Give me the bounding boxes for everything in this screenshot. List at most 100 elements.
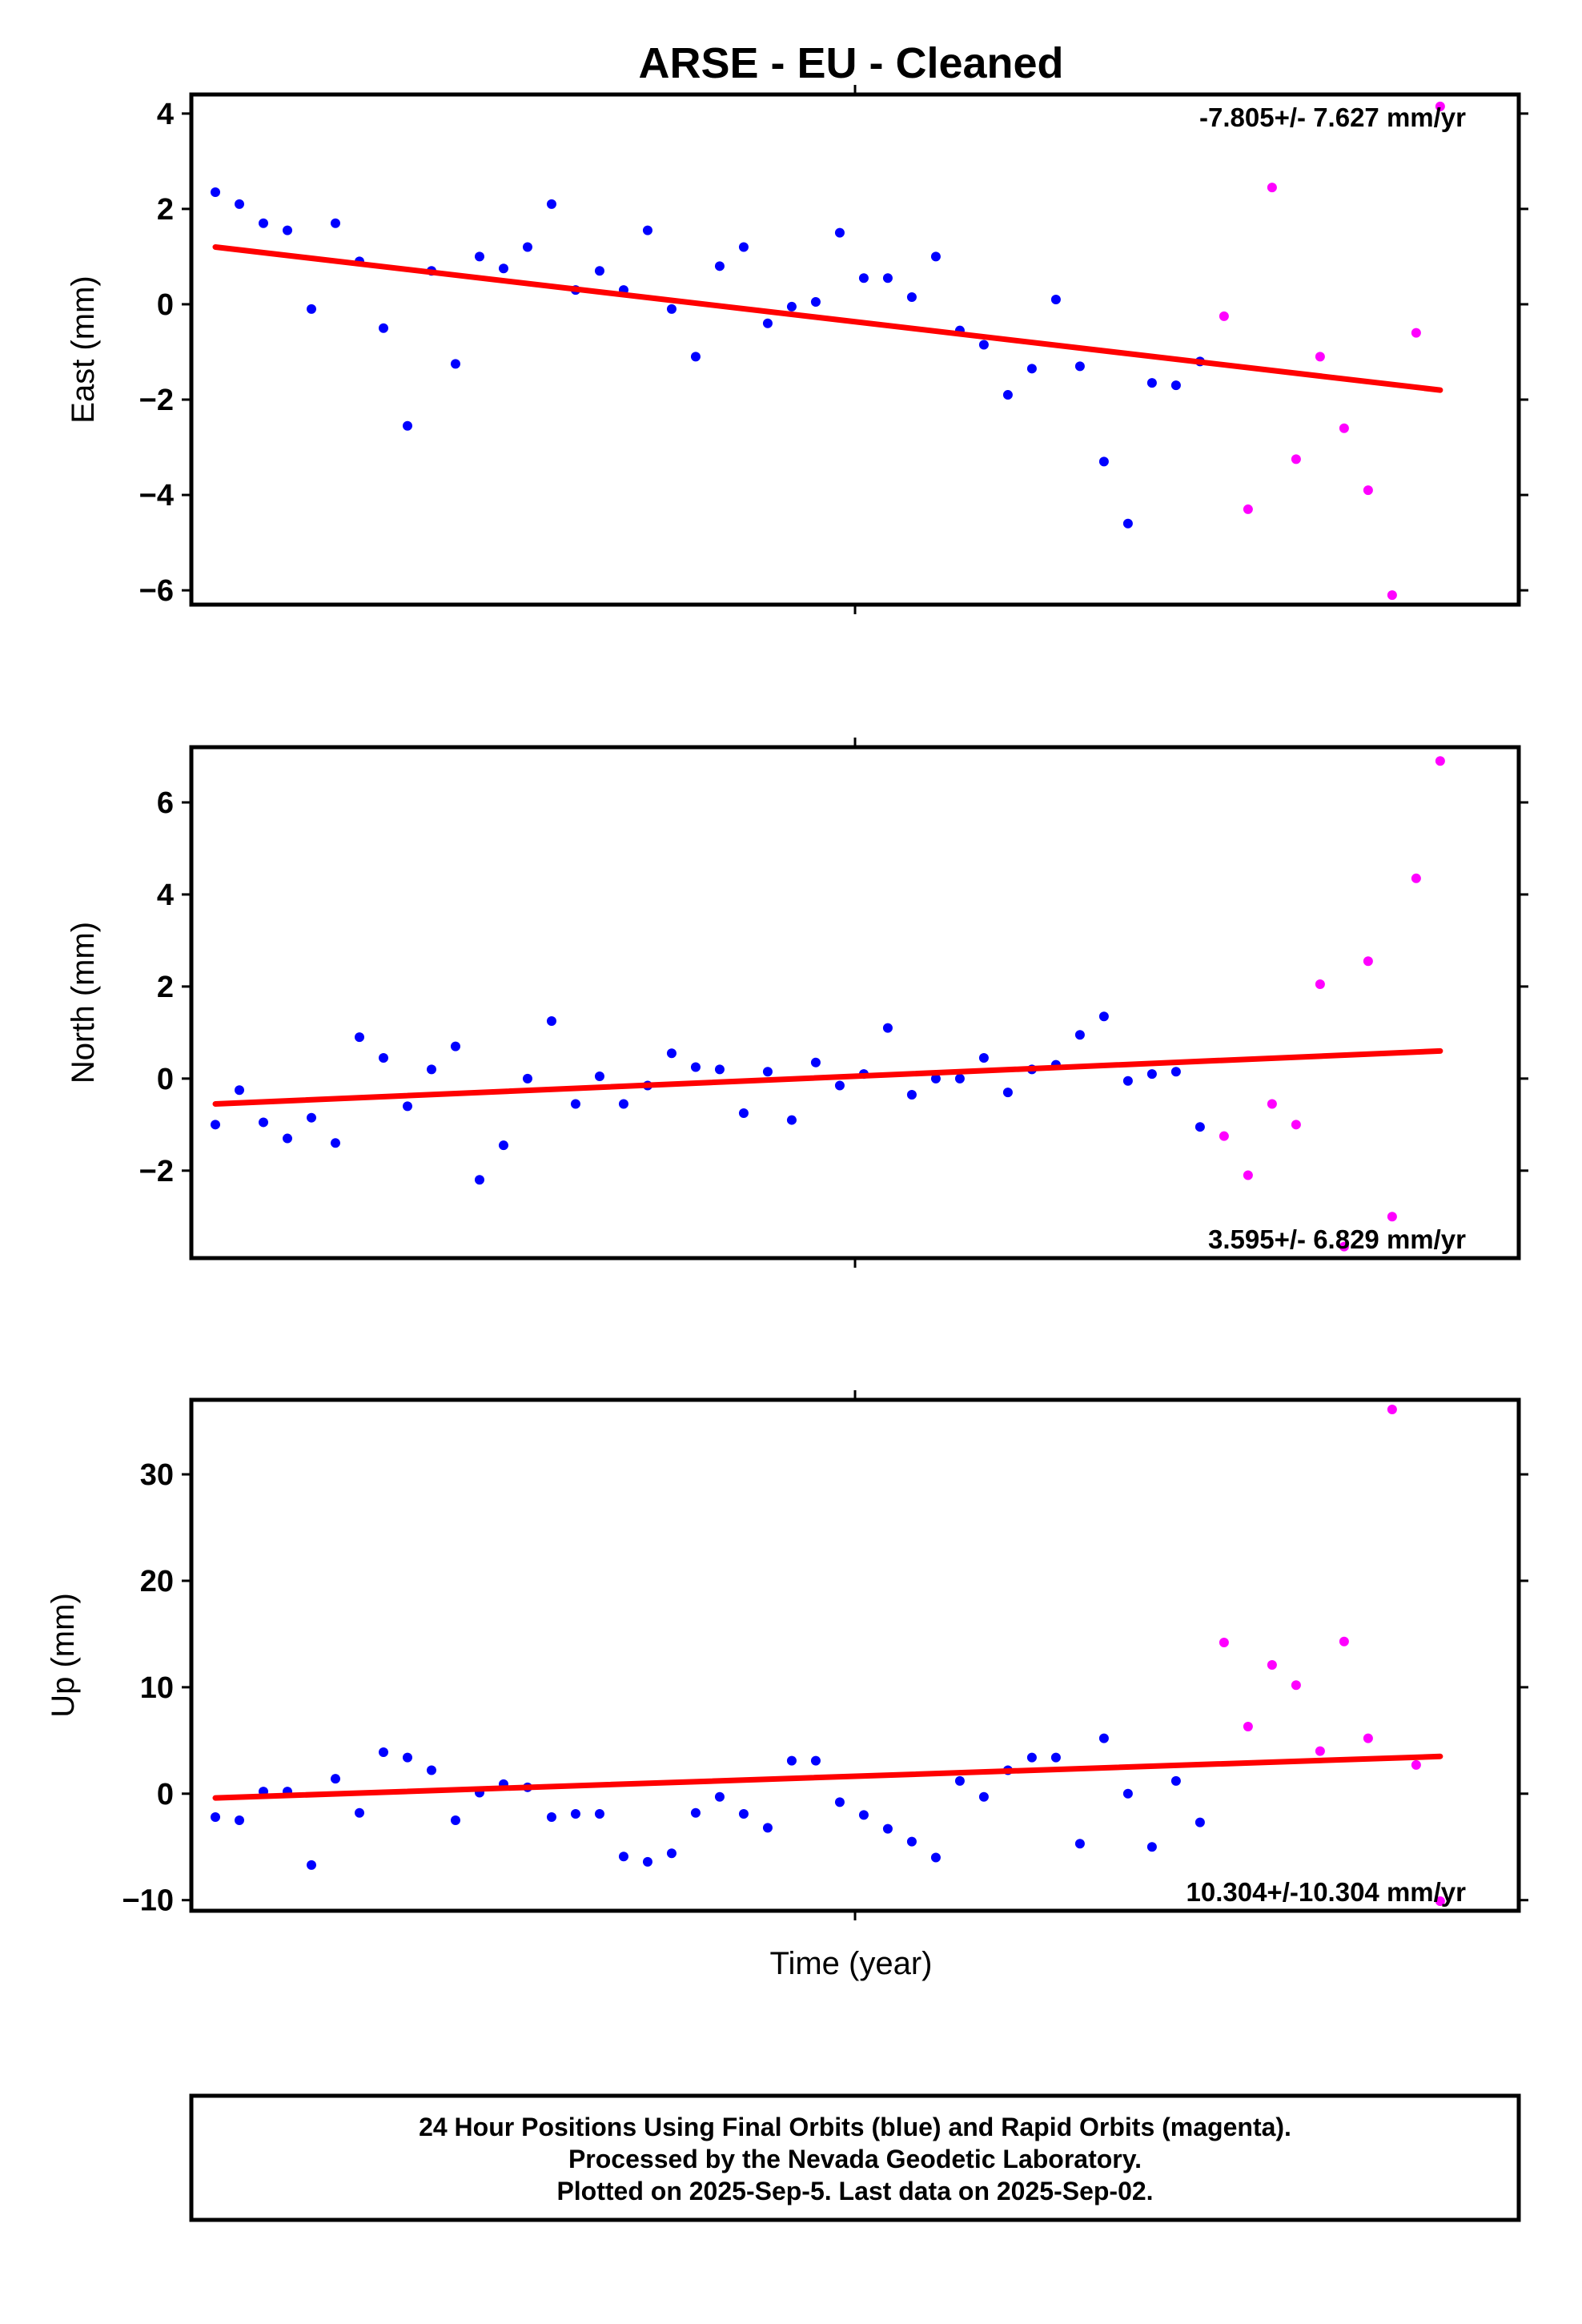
data-point-final-north <box>306 1112 316 1123</box>
y-tick-label-east: 0 <box>157 288 174 322</box>
data-point-rapid-north <box>1291 1120 1301 1130</box>
data-point-final-north <box>354 1032 364 1043</box>
data-point-final-east <box>1146 378 1157 388</box>
data-point-rapid-north <box>1219 1131 1229 1141</box>
data-point-final-east <box>642 225 652 235</box>
y-tick-label-up: 20 <box>140 1565 174 1598</box>
data-point-rapid-up <box>1387 1404 1397 1414</box>
panel-up: 30 20 10 0 −10 Up (mm) 10.304+/-10.304 mm/yr <box>46 1390 1528 1920</box>
data-point-final-north <box>738 1108 749 1118</box>
data-point-rapid-east <box>1267 183 1277 193</box>
data-point-final-up <box>906 1836 917 1847</box>
y-tick-label-east: 4 <box>157 98 174 131</box>
plot-frame-up <box>189 1397 1521 1913</box>
data-point-final-north <box>211 1120 220 1130</box>
y-tick-label-north: 6 <box>157 786 174 820</box>
data-point-final-east <box>1098 456 1109 467</box>
data-point-rapid-east <box>1363 485 1373 496</box>
data-point-final-up <box>954 1775 965 1786</box>
data-point-final-east <box>738 242 749 252</box>
data-point-final-north <box>426 1064 436 1075</box>
data-point-final-north <box>450 1041 460 1051</box>
data-point-final-up <box>570 1809 580 1819</box>
data-point-final-east <box>858 273 869 283</box>
data-point-final-up <box>1146 1842 1157 1852</box>
y-tick-label-east: −6 <box>139 574 174 608</box>
data-point-final-north <box>906 1089 917 1100</box>
data-point-final-east <box>1050 294 1061 304</box>
data-point-final-north <box>522 1073 532 1084</box>
data-point-final-up <box>786 1755 797 1766</box>
rate-label-north: 3.595+/- 6.829 mm/yr <box>1208 1224 1466 1254</box>
data-point-final-up <box>1170 1775 1181 1786</box>
data-point-final-north <box>546 1015 556 1026</box>
data-point-final-north <box>690 1062 701 1072</box>
data-point-final-east <box>1074 361 1085 372</box>
data-point-final-east <box>714 261 725 271</box>
data-point-rapid-north <box>1363 956 1373 967</box>
data-point-rapid-east <box>1243 504 1253 514</box>
data-point-final-up <box>1074 1839 1085 1849</box>
data-point-final-up <box>834 1797 845 1807</box>
data-point-final-up <box>738 1809 749 1819</box>
data-point-rapid-up <box>1267 1659 1277 1670</box>
data-point-final-east <box>234 199 244 209</box>
data-point-final-up <box>1195 1817 1205 1827</box>
data-point-final-north <box>666 1048 677 1059</box>
y-axis-label-north: North (mm) <box>66 922 101 1084</box>
data-point-final-east <box>378 323 388 333</box>
data-point-rapid-east <box>1411 328 1421 338</box>
data-point-final-north <box>1074 1030 1085 1040</box>
footer-line-1: 24 Hour Positions Using Final Orbits (bl… <box>419 2113 1291 2141</box>
data-point-final-north <box>402 1101 412 1112</box>
data-point-final-up <box>882 1823 893 1834</box>
y-tick-label-north: −2 <box>139 1155 174 1188</box>
x-axis-label: Time (year) <box>770 1946 933 1981</box>
data-point-final-north <box>786 1115 797 1125</box>
data-point-rapid-east <box>1339 423 1349 433</box>
data-point-final-north <box>594 1071 604 1081</box>
y-axis-label-east: East (mm) <box>66 275 101 423</box>
data-point-final-east <box>690 352 701 362</box>
data-point-final-up <box>450 1815 460 1826</box>
data-point-final-north <box>618 1099 628 1109</box>
data-point-rapid-north <box>1387 1212 1397 1222</box>
data-point-final-east <box>882 273 893 283</box>
data-point-final-north <box>714 1064 725 1075</box>
data-point-final-east <box>1170 380 1181 391</box>
rate-label-up: 10.304+/-10.304 mm/yr <box>1186 1877 1466 1907</box>
data-point-final-up <box>642 1856 652 1867</box>
data-point-final-up <box>810 1755 821 1766</box>
y-tick-label-north: 0 <box>157 1063 174 1096</box>
data-point-rapid-up <box>1339 1636 1349 1647</box>
data-point-final-up <box>378 1747 388 1757</box>
data-point-rapid-north <box>1339 1241 1349 1252</box>
data-point-final-east <box>834 227 845 238</box>
data-point-final-up <box>690 1807 701 1818</box>
y-tick-label-north: 2 <box>157 971 174 1004</box>
data-point-final-up <box>1098 1733 1109 1743</box>
data-point-final-up <box>930 1852 941 1863</box>
data-point-final-east <box>474 251 484 262</box>
data-point-final-east <box>498 263 508 274</box>
data-point-rapid-north <box>1411 873 1421 883</box>
data-point-rapid-up <box>1363 1733 1373 1743</box>
y-tick-label-east: 2 <box>157 193 174 227</box>
data-point-final-north <box>1002 1088 1013 1098</box>
data-point-final-east <box>810 296 821 307</box>
data-point-rapid-up <box>1411 1759 1421 1770</box>
footer-box: 24 Hour Positions Using Final Orbits (bl… <box>189 2093 1521 2222</box>
data-point-final-north <box>810 1057 821 1068</box>
data-point-rapid-north <box>1243 1170 1253 1180</box>
data-point-final-up <box>762 1823 773 1833</box>
rate-label-east: -7.805+/- 7.627 mm/yr <box>1199 103 1466 132</box>
data-point-final-east <box>978 340 989 350</box>
y-tick-label-east: −4 <box>139 479 174 513</box>
data-point-final-up <box>1026 1752 1037 1763</box>
data-point-final-east <box>522 242 532 252</box>
data-point-final-east <box>258 218 268 228</box>
data-point-final-up <box>618 1852 628 1862</box>
data-point-rapid-up <box>1435 1896 1445 1907</box>
data-point-rapid-up <box>1315 1746 1325 1756</box>
data-point-final-up <box>714 1791 725 1802</box>
